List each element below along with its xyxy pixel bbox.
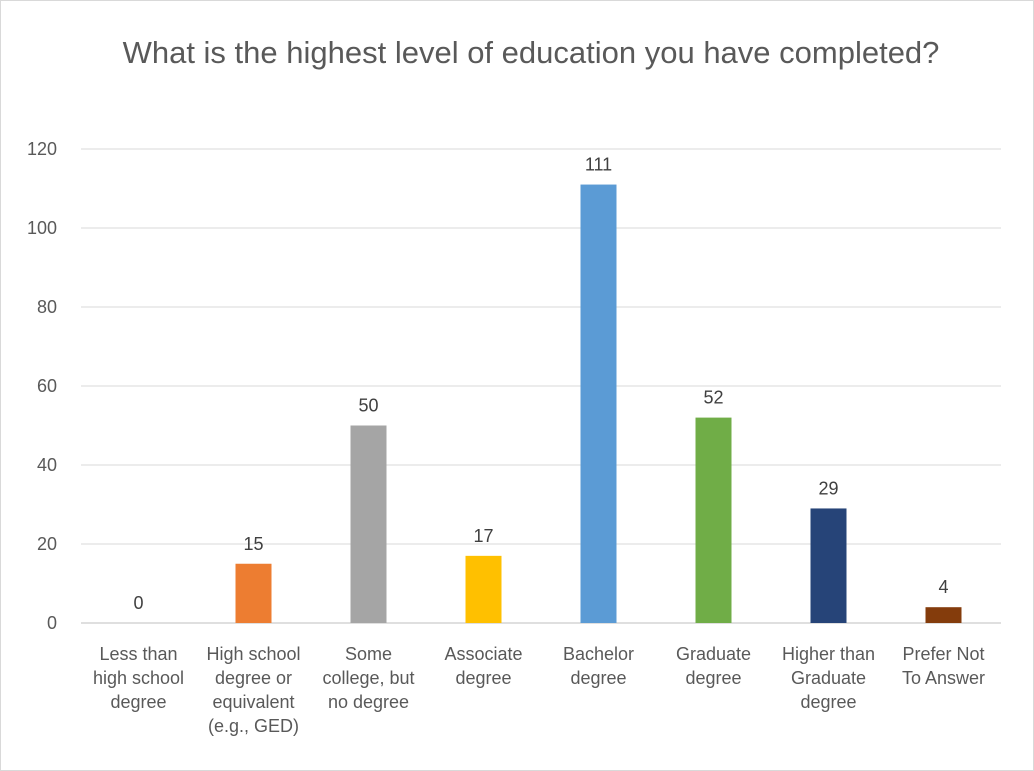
bar [465, 555, 502, 623]
y-tick-label: 20 [37, 534, 57, 554]
data-label: 52 [703, 388, 723, 408]
x-tick-label-line: Prefer Not [902, 644, 984, 664]
x-tick-label-line: degree [110, 692, 166, 712]
x-tick-label-line: degree [800, 692, 856, 712]
data-label: 50 [358, 396, 378, 416]
bar [580, 184, 617, 624]
data-label: 15 [243, 534, 263, 554]
x-tick-label-line: no degree [328, 692, 409, 712]
data-label: 4 [938, 577, 948, 597]
data-label: 17 [473, 526, 493, 546]
x-tick-label-line: Bachelor [563, 644, 634, 664]
x-tick-label-line: college, but [322, 668, 414, 688]
bar [810, 508, 847, 623]
x-tick-label-line: degree [570, 668, 626, 688]
x-tick-label-line: High school [206, 644, 300, 664]
bar [695, 417, 732, 623]
x-tick-label-line: Less than [99, 644, 177, 664]
chart-title: What is the highest level of education y… [122, 35, 940, 70]
x-tick-label-line: To Answer [902, 668, 985, 688]
x-tick-label: Graduate degree [676, 644, 751, 688]
x-tick-label-line: degree or [215, 668, 292, 688]
y-tick-label: 120 [27, 139, 57, 159]
x-tick-label-line: high school [93, 668, 184, 688]
x-tick-label: High school degree or equivalent (e.g., GED… [206, 644, 300, 736]
x-tick-label-line: equivalent [212, 692, 294, 712]
x-tick-label-line: Graduate [676, 644, 751, 664]
x-tick-label: Bachelor degree [563, 644, 634, 688]
y-tick-label: 0 [47, 613, 57, 633]
y-tick-label: 60 [37, 376, 57, 396]
x-tick-label-line: Associate [444, 644, 522, 664]
data-label: 111 [585, 155, 612, 175]
y-tick-label: 100 [27, 218, 57, 238]
bar [925, 607, 962, 623]
x-tick-label: Associate degree [444, 644, 522, 688]
y-tick-label: 80 [37, 297, 57, 317]
x-tick-label: Prefer Not To Answer [902, 644, 985, 688]
x-tick-label-line: degree [455, 668, 511, 688]
x-tick-label-line: (e.g., GED) [208, 716, 299, 736]
data-label: 29 [818, 478, 838, 498]
x-tick-label: Some college, but no degree [322, 644, 414, 712]
x-tick-label: Higher than Graduate degree [782, 644, 875, 712]
x-tick-label-line: Graduate [791, 668, 866, 688]
x-tick-label: Less than high school degree [93, 644, 184, 712]
x-tick-label-line: degree [685, 668, 741, 688]
data-label: 0 [133, 593, 143, 613]
x-tick-label-line: Some [345, 644, 392, 664]
x-tick-label-line: Higher than [782, 644, 875, 664]
bar [350, 425, 387, 623]
bar [235, 563, 272, 623]
y-tick-label: 40 [37, 455, 57, 475]
